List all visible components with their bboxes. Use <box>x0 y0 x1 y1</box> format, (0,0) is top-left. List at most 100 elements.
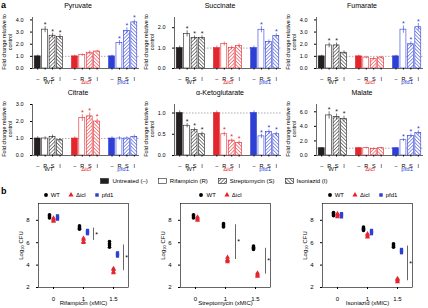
svg-text:Δicl: Δicl <box>223 166 233 172</box>
svg-text:I: I <box>380 163 382 169</box>
svg-text:pfd1: pfd1 <box>117 79 129 85</box>
svg-text:2.0: 2.0 <box>16 41 24 47</box>
svg-text:–: – <box>73 76 77 82</box>
svg-text:–: – <box>36 76 40 82</box>
svg-text:3.0: 3.0 <box>300 29 308 35</box>
svg-text:–: – <box>320 76 324 82</box>
svg-text:2.0: 2.0 <box>16 118 24 124</box>
svg-text:WT: WT <box>44 79 54 85</box>
svg-text:*: * <box>59 29 62 36</box>
svg-text:–: – <box>357 76 361 82</box>
svg-text:*: * <box>328 106 331 113</box>
svg-text:*: * <box>201 126 204 133</box>
svg-text:*: * <box>260 21 263 28</box>
svg-text:pfd1: pfd1 <box>259 79 271 85</box>
svg-text:0.5: 0.5 <box>158 131 166 137</box>
svg-text:2.0: 2.0 <box>300 138 308 144</box>
svg-text:–: – <box>394 163 398 169</box>
svg-text:Δicl: Δicl <box>365 79 375 85</box>
svg-text:I: I <box>134 76 136 82</box>
svg-text:4: 4 <box>26 262 30 268</box>
svg-text:4: 4 <box>310 262 314 268</box>
svg-text:4.0: 4.0 <box>16 17 24 23</box>
svg-text:*: * <box>118 35 121 42</box>
svg-text:*: * <box>410 36 413 43</box>
svg-text:Log₁₀ CFU: Log₁₀ CFU <box>302 231 308 260</box>
svg-text:*: * <box>186 25 189 32</box>
svg-text:I: I <box>343 163 345 169</box>
svg-text:0: 0 <box>52 296 56 302</box>
svg-text:–: – <box>178 76 182 82</box>
svg-text:1.0: 1.0 <box>158 45 166 51</box>
svg-text:6.0: 6.0 <box>300 109 308 115</box>
svg-text:8: 8 <box>310 217 314 223</box>
svg-text:Δicl: Δicl <box>81 166 91 172</box>
svg-text:0.0: 0.0 <box>16 152 24 158</box>
svg-text:0.0: 0.0 <box>158 65 166 71</box>
svg-text:*: * <box>193 30 196 37</box>
svg-text:1.5: 1.5 <box>109 296 118 302</box>
svg-text:0.0: 0.0 <box>16 65 24 71</box>
svg-text:*: * <box>44 21 47 28</box>
svg-text:I: I <box>343 76 345 82</box>
svg-text:4.0: 4.0 <box>300 17 308 23</box>
svg-text:2.0: 2.0 <box>158 24 166 30</box>
svg-text:*: * <box>238 135 241 142</box>
svg-text:WT: WT <box>328 166 338 172</box>
svg-text:I: I <box>238 76 240 82</box>
svg-text:–: – <box>215 76 219 82</box>
svg-text:–: – <box>394 76 398 82</box>
svg-text:WT: WT <box>328 79 338 85</box>
svg-text:*: * <box>417 125 420 132</box>
svg-text:*: * <box>125 254 128 261</box>
svg-text:–: – <box>252 76 256 82</box>
svg-text:1.0: 1.0 <box>158 110 166 116</box>
svg-text:*: * <box>95 231 98 238</box>
svg-text:*: * <box>275 126 278 133</box>
svg-text:1.5: 1.5 <box>393 296 402 302</box>
svg-text:6: 6 <box>26 240 30 246</box>
svg-text:I: I <box>96 163 98 169</box>
svg-text:Δicl: Δicl <box>223 79 233 85</box>
svg-text:*: * <box>96 113 99 120</box>
svg-text:Δicl: Δicl <box>365 166 375 172</box>
svg-text:Streptomycin (xMIC): Streptomycin (xMIC) <box>198 300 253 306</box>
svg-text:Rifampicin (xMIC): Rifampicin (xMIC) <box>60 300 108 306</box>
svg-text:0.0: 0.0 <box>300 152 308 158</box>
svg-text:*: * <box>237 238 240 245</box>
svg-text:pfd1: pfd1 <box>117 166 129 172</box>
svg-text:Log₁₀ CFU: Log₁₀ CFU <box>18 231 24 260</box>
svg-text:1.0: 1.0 <box>300 53 308 59</box>
svg-text:*: * <box>402 20 405 27</box>
svg-text:pfd1: pfd1 <box>401 166 413 172</box>
svg-text:*: * <box>410 128 413 135</box>
svg-text:*: * <box>230 133 233 140</box>
svg-text:–: – <box>73 163 77 169</box>
svg-text:4: 4 <box>168 262 172 268</box>
svg-text:*: * <box>126 22 129 29</box>
svg-text:I: I <box>59 76 61 82</box>
svg-text:8: 8 <box>26 217 30 223</box>
svg-text:I: I <box>201 76 203 82</box>
svg-text:–: – <box>320 163 324 169</box>
svg-text:*: * <box>409 260 412 267</box>
svg-text:1.0: 1.0 <box>16 135 24 141</box>
svg-text:I: I <box>238 163 240 169</box>
svg-text:I: I <box>201 163 203 169</box>
svg-text:1.0: 1.0 <box>16 53 24 59</box>
svg-text:–: – <box>110 76 114 82</box>
svg-text:Δicl: Δicl <box>81 79 91 85</box>
svg-text:I: I <box>418 163 420 169</box>
svg-text:–: – <box>357 163 361 169</box>
svg-text:4.0: 4.0 <box>300 123 308 129</box>
svg-text:*: * <box>260 128 263 135</box>
svg-text:2.0: 2.0 <box>300 41 308 47</box>
svg-text:WT: WT <box>186 166 196 172</box>
svg-text:Log₁₀ CFU: Log₁₀ CFU <box>160 231 166 260</box>
svg-text:*: * <box>335 37 338 44</box>
svg-text:*: * <box>275 28 278 35</box>
svg-text:Isoniazid (xMIC): Isoniazid (xMIC) <box>346 300 389 306</box>
svg-text:*: * <box>328 37 331 44</box>
svg-text:–: – <box>178 163 182 169</box>
svg-text:*: * <box>267 257 270 264</box>
